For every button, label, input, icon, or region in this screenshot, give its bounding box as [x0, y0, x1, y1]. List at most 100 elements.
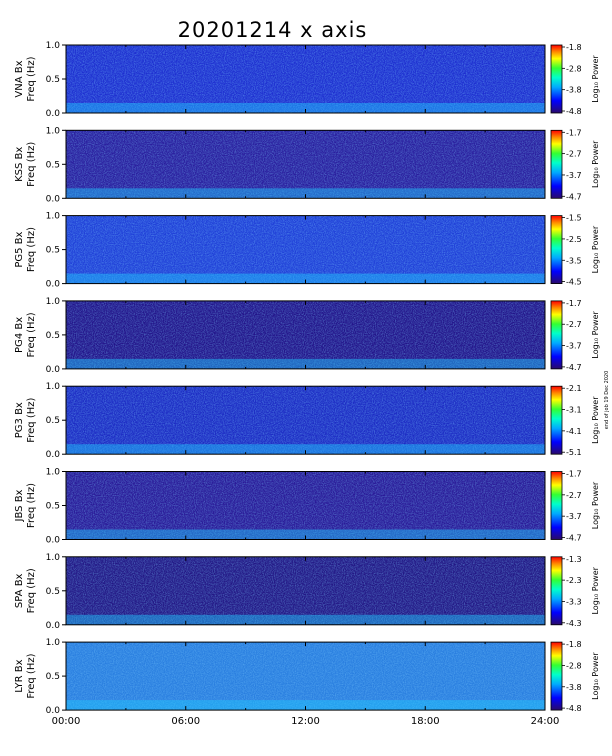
- colorbar: [550, 129, 563, 199]
- panel-kss-bx: 0.0 0.5 1.0 KSS Bx Freq (Hz) -1.7 -2.7 -3.7 -4.7…: [14, 126, 600, 204]
- y-tick-label: 1.0: [46, 638, 61, 648]
- colorbar-label: Log₁₀ Power: [591, 652, 600, 700]
- low-freq-band: [66, 700, 545, 711]
- colorbar: [550, 641, 563, 711]
- colorbar-tick-label: -3.8: [566, 86, 582, 95]
- colorbar-tick-label: -2.1: [566, 384, 582, 393]
- colorbar-tick-label: -4.8: [566, 704, 582, 713]
- x-tick-label: 00:00: [52, 716, 81, 727]
- low-freq-band: [66, 614, 545, 625]
- colorbar: [550, 215, 563, 285]
- y-axis-label: Freq (Hz): [26, 312, 37, 357]
- x-tick-label: 18:00: [411, 716, 440, 727]
- colorbar-label: Log₁₀ Power: [591, 481, 600, 529]
- spectrogram-texture: [66, 556, 545, 625]
- colorbar-label: Log₁₀ Power: [591, 396, 600, 444]
- y-tick-label: 0.0: [46, 194, 61, 204]
- colorbar-tick-label: -4.1: [566, 427, 582, 436]
- colorbar-tick-label: -1.7: [566, 128, 582, 137]
- colorbar-tick-label: -3.7: [566, 512, 582, 521]
- panel-pg3-bx: 0.0 0.5 1.0 PG3 Bx Freq (Hz) -2.1 -3.1 -4.1 -5.1…: [14, 382, 600, 460]
- spectrogram-texture: [66, 386, 545, 455]
- colorbar-tick-label: -1.7: [566, 299, 582, 308]
- colorbar-tick-label: -4.5: [566, 278, 582, 287]
- spectrogram-texture: [66, 300, 545, 369]
- colorbar-tick-label: -3.5: [566, 256, 582, 265]
- colorbar-label: Log₁₀ Power: [591, 225, 600, 273]
- colorbar-tick-label: -1.8: [566, 43, 582, 52]
- y-tick-label: 0.0: [46, 536, 61, 546]
- y-tick-label: 0.0: [46, 621, 61, 631]
- colorbar-tick-label: -1.5: [566, 214, 582, 223]
- y-tick-label: 0.5: [46, 160, 60, 170]
- y-tick-label: 0.5: [46, 502, 60, 512]
- y-tick-label: 0.5: [46, 75, 60, 85]
- low-freq-band: [66, 188, 545, 199]
- colorbar-tick-label: -2.7: [566, 320, 582, 329]
- colorbar-tick-label: -4.7: [566, 534, 582, 543]
- colorbar-tick-label: -4.7: [566, 192, 582, 201]
- panel-vna-bx: 0.0 0.5 1.0 VNA Bx Freq (Hz) -1.8 -2.8 -3.8 -4.8…: [14, 41, 600, 119]
- low-freq-band: [66, 444, 545, 455]
- colorbar-label: Log₁₀ Power: [591, 55, 600, 103]
- station-label: SPA Bx: [14, 573, 25, 608]
- chart-title: 20201214 x axis: [177, 18, 368, 42]
- x-tick-label: 12:00: [291, 716, 320, 727]
- colorbar-tick-label: -3.8: [566, 683, 582, 692]
- colorbar: [550, 556, 563, 626]
- y-tick-label: 1.0: [46, 468, 61, 478]
- colorbar-label: Log₁₀ Power: [591, 140, 600, 188]
- colorbar-label: Log₁₀ Power: [591, 566, 600, 614]
- y-tick-label: 1.0: [46, 297, 61, 307]
- y-tick-label: 0.5: [46, 331, 60, 341]
- colorbar: [550, 471, 563, 540]
- y-axis-label: Freq (Hz): [26, 483, 37, 528]
- colorbar-tick-label: -1.7: [566, 470, 582, 479]
- y-tick-label: 0.5: [46, 246, 60, 256]
- colorbar-label: Log₁₀ Power: [591, 310, 600, 358]
- colorbar-tick-label: -3.7: [566, 171, 582, 180]
- station-label: JBS Bx: [14, 489, 25, 522]
- y-tick-label: 0.0: [46, 450, 61, 460]
- panel-lyr-bx: 0.0 0.5 1.0 LYR Bx Freq (Hz) -1.8 -2.8 -3.8 -4.8…: [14, 638, 600, 716]
- low-freq-band: [66, 529, 545, 540]
- y-tick-label: 0.0: [46, 280, 61, 290]
- station-label: KSS Bx: [14, 147, 25, 182]
- panel-spa-bx: 0.0 0.5 1.0 SPA Bx Freq (Hz) -1.3 -2.3 -3.3 -4.3…: [14, 553, 600, 631]
- station-label: PG4 Bx: [14, 317, 25, 353]
- x-tick-label: 06:00: [171, 716, 200, 727]
- colorbar-tick-label: -1.8: [566, 640, 582, 649]
- y-tick-label: 1.0: [46, 41, 61, 51]
- colorbar-tick-label: -3.3: [566, 597, 582, 606]
- colorbar-tick-label: -2.8: [566, 661, 582, 670]
- y-tick-label: 0.5: [46, 587, 60, 597]
- colorbar-tick-label: -3.1: [566, 406, 582, 415]
- station-label: PG3 Bx: [14, 402, 25, 438]
- colorbar-tick-label: -4.3: [566, 619, 582, 628]
- x-tick-label: 24:00: [531, 716, 560, 727]
- low-freq-band: [66, 358, 545, 369]
- side-note: end of job 19 Dec 2020: [604, 371, 610, 430]
- y-tick-label: 1.0: [46, 382, 61, 392]
- station-label: VNA Bx: [14, 60, 25, 97]
- colorbar-tick-label: -3.7: [566, 342, 582, 351]
- colorbar-tick-label: -1.3: [566, 555, 582, 564]
- panel-jbs-bx: 0.0 0.5 1.0 JBS Bx Freq (Hz) -1.7 -2.7 -3.7 -4.7…: [14, 468, 600, 546]
- y-axis-label: Freq (Hz): [26, 653, 37, 698]
- colorbar-tick-label: -2.7: [566, 491, 582, 500]
- y-axis-label: Freq (Hz): [26, 56, 37, 101]
- panel-pg4-bx: 0.0 0.5 1.0 PG4 Bx Freq (Hz) -1.7 -2.7 -3.7 -4.7…: [14, 297, 600, 375]
- colorbar: [550, 44, 563, 114]
- station-label: LYR Bx: [14, 659, 25, 692]
- low-freq-band: [66, 273, 545, 284]
- y-tick-label: 0.5: [46, 672, 60, 682]
- y-axis-label: Freq (Hz): [26, 398, 37, 443]
- spectrogram-texture: [66, 642, 545, 711]
- y-tick-label: 1.0: [46, 212, 61, 222]
- colorbar-tick-label: -2.8: [566, 64, 582, 73]
- panel-pg5-bx: 0.0 0.5 1.0 PG5 Bx Freq (Hz) -1.5 -2.5 -3.5 -4.5…: [14, 212, 600, 290]
- colorbar-tick-label: -2.5: [566, 235, 582, 244]
- colorbar: [550, 385, 563, 455]
- spectrogram-texture: [66, 45, 545, 113]
